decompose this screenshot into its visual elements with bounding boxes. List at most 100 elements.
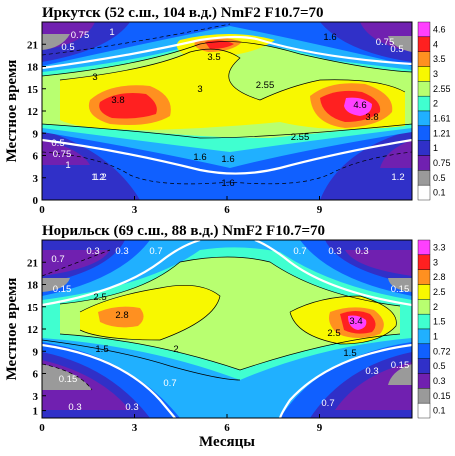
terminator-line <box>254 240 412 307</box>
y-ticks: 1 3 6 9 12 15 18 21 <box>27 257 46 418</box>
terminator-line <box>278 343 412 418</box>
colorbar-swatch <box>417 95 431 112</box>
contour-label: 1.2 <box>391 172 404 183</box>
colorbar-label: 0.3 <box>433 376 446 386</box>
colorbar-label: 1.5 <box>433 317 446 327</box>
colorbar-label: 0.1 <box>433 188 446 198</box>
contour-label: 0.3 <box>328 246 341 257</box>
contour-label: 1.6 <box>323 32 336 43</box>
colorbar-swatch <box>417 184 431 201</box>
contour-line <box>59 48 406 101</box>
contour-label: 2.55 <box>291 132 310 143</box>
chart-title: Норильск (69 с.ш., 88 в.д.) NmF2 F10.7=7… <box>42 223 325 239</box>
contour-label: 0.5 <box>61 42 74 53</box>
contour-label: 0.7 <box>51 254 64 265</box>
contour-label: 0.7 <box>149 246 162 257</box>
band-0.75-bottom-right <box>380 140 412 168</box>
contour-label: 3.8 <box>365 112 378 123</box>
x-tick-label: 9 <box>317 422 323 434</box>
contour-line-dashed <box>42 23 231 56</box>
y-tick-label: 18 <box>27 280 39 292</box>
contour-label: 3.5 <box>207 52 220 63</box>
contour-label: 3.4 <box>349 316 362 327</box>
colorbar-label: 0.5 <box>433 173 446 183</box>
x-tick-label: 3 <box>132 204 138 216</box>
band-0.3-top-right <box>345 250 412 276</box>
colorbar-swatch <box>417 299 431 315</box>
colorbar-swatch <box>417 125 431 141</box>
colorbar-label: 0.75 <box>433 158 451 168</box>
terminator-line <box>42 343 176 418</box>
colorbar-label: 0.5 <box>433 361 446 371</box>
colorbar-swatch <box>417 284 431 300</box>
y-axis-label: Местное время <box>4 60 20 163</box>
y-axis-label: Местное время <box>4 278 20 381</box>
colorbar-swatch <box>417 254 431 270</box>
colorbar-swatch <box>417 140 431 156</box>
colorbar-swatch <box>417 239 431 256</box>
colorbar-label: 0.72 <box>433 346 451 356</box>
contour-line <box>42 123 412 139</box>
band-0.3-bottom-right <box>335 362 412 410</box>
y-tick-label: 12 <box>27 324 39 336</box>
y-tick-label: 1 <box>33 406 39 418</box>
contour-label: 0.75 <box>71 30 90 41</box>
contour-field <box>42 240 412 418</box>
band-0.15-bottom-left <box>42 364 92 390</box>
band-0.5-top-right <box>388 36 412 52</box>
colorbar-label: 1 <box>433 331 438 341</box>
contour-label: 2.5 <box>327 328 340 339</box>
colorbar-swatch <box>417 402 431 419</box>
contour-label: 0.3 <box>68 402 81 413</box>
colorbar-label: 2.55 <box>433 84 451 94</box>
band-4.6-right <box>344 97 372 116</box>
contour-label: 1 <box>65 160 70 171</box>
colorbar-swatch <box>417 343 431 359</box>
y-tick-label: 18 <box>27 62 39 74</box>
contour-label: 1 <box>109 27 114 38</box>
contour-line-dashed <box>42 249 111 277</box>
colorbar-swatch <box>417 269 431 285</box>
band-0.5-top-left <box>42 34 70 50</box>
band-2.8-left <box>98 306 144 328</box>
y-tick-label: 3 <box>33 391 39 403</box>
colorbar-swatch <box>417 328 431 345</box>
y-tick-label: 0 <box>33 195 39 207</box>
colorbar-label: 3.5 <box>433 54 446 64</box>
contour-label: 1.5 <box>343 348 356 359</box>
colorbar-swatch <box>417 110 431 127</box>
y-tick-label: 12 <box>27 106 39 118</box>
y-tick-label: 9 <box>33 128 39 140</box>
x-ticks: 0 3 6 9 <box>39 414 323 434</box>
x-tick-label: 3 <box>132 422 138 434</box>
panel-norilsk: Норильск (69 с.ш., 88 в.д.) NmF2 F10.7=7… <box>4 223 451 450</box>
band-4-left <box>99 93 157 119</box>
contour-label: 2.8 <box>115 310 128 321</box>
contour-line <box>289 295 397 345</box>
y-tick-label: 6 <box>33 369 39 381</box>
colorbar-label: 3.3 <box>433 242 446 252</box>
colorbar-swatch <box>417 36 431 52</box>
contour-label: 2 <box>173 344 178 355</box>
contour-label: 0.3 <box>365 366 378 377</box>
colorbar-swatch <box>417 358 431 374</box>
contour-label: 1.6 <box>221 178 234 189</box>
contour-label: 0.15 <box>59 374 78 385</box>
colorbar-swatch <box>417 155 431 171</box>
y-tick-label: 15 <box>27 84 39 96</box>
colorbar-label: 4.6 <box>433 24 446 34</box>
contour-label: 1.2 <box>93 172 106 183</box>
contour-line <box>59 333 401 371</box>
band-0.15-top-right <box>388 278 412 292</box>
contour-label: 0.7 <box>293 246 306 257</box>
contour-label: 0.5 <box>390 44 403 55</box>
colorbar-label: 4 <box>433 39 438 49</box>
colorbar: 4.6 4 3.5 3 2.55 2 1.61 1.21 1 0.75 0.5 0.1 <box>417 21 451 201</box>
contour-label: 0.15 <box>53 284 72 295</box>
contour-label: 3.8 <box>111 95 124 106</box>
terminator-line <box>42 138 412 175</box>
y-tick-label: 9 <box>33 346 39 358</box>
contour-labels: 0.50.75 11.21.63.51.6 0.750.533.83 2.554.63… <box>51 27 404 189</box>
colorbar-label: 2 <box>433 99 438 109</box>
